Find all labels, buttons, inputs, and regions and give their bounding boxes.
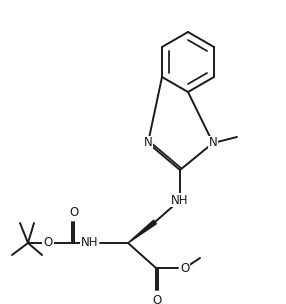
Text: N: N	[144, 136, 152, 150]
Text: O: O	[180, 261, 189, 275]
Text: O: O	[69, 206, 79, 219]
Text: N: N	[208, 136, 217, 150]
Text: NH: NH	[171, 194, 189, 206]
Text: O: O	[152, 294, 162, 304]
Polygon shape	[128, 220, 156, 243]
Text: O: O	[43, 237, 53, 250]
Text: NH: NH	[80, 237, 98, 250]
